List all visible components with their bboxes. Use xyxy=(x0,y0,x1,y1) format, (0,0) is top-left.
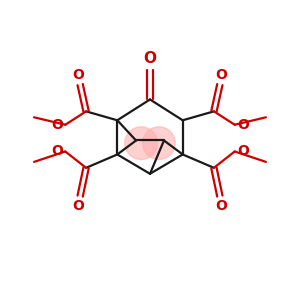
Text: O: O xyxy=(237,118,249,132)
Text: O: O xyxy=(73,68,85,82)
Text: O: O xyxy=(215,68,227,82)
Text: O: O xyxy=(143,51,157,66)
Text: O: O xyxy=(51,118,63,132)
Circle shape xyxy=(125,127,158,160)
Text: O: O xyxy=(237,145,249,158)
Text: O: O xyxy=(51,145,63,158)
Text: O: O xyxy=(73,199,85,213)
Text: O: O xyxy=(215,199,227,213)
Circle shape xyxy=(142,127,175,160)
